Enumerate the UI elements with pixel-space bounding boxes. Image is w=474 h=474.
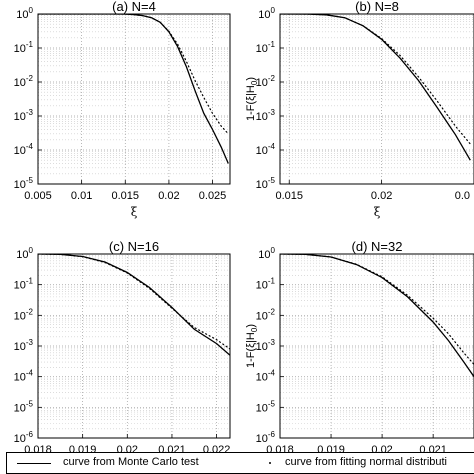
x-tick-label-a: 0.02 bbox=[158, 190, 179, 202]
legend-dotted-label: curve from fitting normal distributi bbox=[285, 456, 447, 468]
plot-area-a bbox=[38, 14, 230, 184]
y-axis-label-b: 1-F(ξ|H0) bbox=[245, 77, 259, 121]
y-tick-label-c: 10-4 bbox=[14, 369, 34, 384]
y-tick-label-a: 10-3 bbox=[14, 108, 34, 123]
x-tick-label-a: 0.015 bbox=[112, 190, 140, 202]
y-tick-label-d: 10-2 bbox=[256, 307, 276, 322]
subplot-title-c: (c) N=16 bbox=[109, 239, 159, 254]
y-tick-label-c: 10-1 bbox=[14, 277, 34, 292]
x-tick-label-a: 0.005 bbox=[24, 190, 52, 202]
subplot-title-a: (a) N=4 bbox=[112, 0, 156, 14]
axes-frame-c bbox=[37, 253, 231, 439]
subplot-title-d: (d) N=32 bbox=[352, 239, 403, 254]
axes-frame-b bbox=[279, 13, 474, 185]
y-axis-label-d: 1-F(ξ|H0) bbox=[245, 324, 259, 368]
legend-dotted-swatch bbox=[269, 462, 271, 464]
y-tick-label-d: 10-5 bbox=[256, 399, 276, 414]
y-tick-label-b: 10-1 bbox=[256, 40, 276, 55]
x-tick-label-b: 0.015 bbox=[275, 190, 303, 202]
y-tick-label-d: 10-6 bbox=[256, 430, 276, 445]
y-tick-label-c: 10-2 bbox=[14, 307, 34, 322]
y-tick-label-a: 10-1 bbox=[14, 40, 34, 55]
normal-fit-curve-b bbox=[280, 14, 471, 145]
y-tick-label-a: 100 bbox=[16, 6, 33, 21]
x-axis-label-b: ξ bbox=[374, 205, 381, 219]
legend: curve from Monte Carlo test curve from f… bbox=[6, 452, 474, 474]
x-tick-label-b: 0.02 bbox=[371, 190, 392, 202]
x-tick-label-a: 0.01 bbox=[71, 190, 92, 202]
y-tick-label-a: 10-5 bbox=[14, 176, 34, 191]
normal-fit-curve-a bbox=[38, 14, 229, 135]
legend-solid-line-swatch bbox=[17, 463, 51, 464]
y-tick-label-b: 10-3 bbox=[256, 108, 276, 123]
y-tick-label-b: 10-4 bbox=[256, 142, 276, 157]
y-tick-label-c: 10-3 bbox=[14, 338, 34, 353]
axes-frame-d bbox=[279, 253, 474, 439]
y-tick-label-d: 100 bbox=[258, 246, 275, 261]
y-tick-label-c: 100 bbox=[16, 246, 33, 261]
subplot-title-b: (b) N=8 bbox=[355, 0, 399, 14]
y-tick-label-c: 10-5 bbox=[14, 399, 34, 414]
subplot-a: 10-5 10-4 10-3 10-2 10-1 100 0.005 0.01 0.015 0.0… bbox=[14, 0, 231, 219]
normal-fit-curve-c bbox=[38, 254, 230, 350]
y-tick-label-d: 10-3 bbox=[256, 338, 276, 353]
y-tick-label-a: 10-4 bbox=[14, 142, 34, 157]
monte-carlo-curve-d bbox=[280, 254, 474, 378]
legend-solid-label: curve from Monte Carlo test bbox=[63, 456, 199, 468]
y-tick-label-b: 100 bbox=[258, 6, 275, 21]
x-axis-label-a: ξ bbox=[131, 205, 138, 219]
y-tick-label-c: 10-6 bbox=[14, 430, 34, 445]
y-tick-label-d: 10-4 bbox=[256, 369, 276, 384]
y-tick-label-d: 10-1 bbox=[256, 277, 276, 292]
x-tick-label-a: 0.025 bbox=[199, 190, 227, 202]
plot-area-b bbox=[280, 14, 474, 184]
y-tick-label-a: 10-2 bbox=[14, 74, 34, 89]
y-tick-label-b: 10-5 bbox=[256, 176, 276, 191]
axes-frame-a bbox=[37, 13, 231, 185]
x-tick-label-b: 0.0 bbox=[455, 190, 470, 202]
